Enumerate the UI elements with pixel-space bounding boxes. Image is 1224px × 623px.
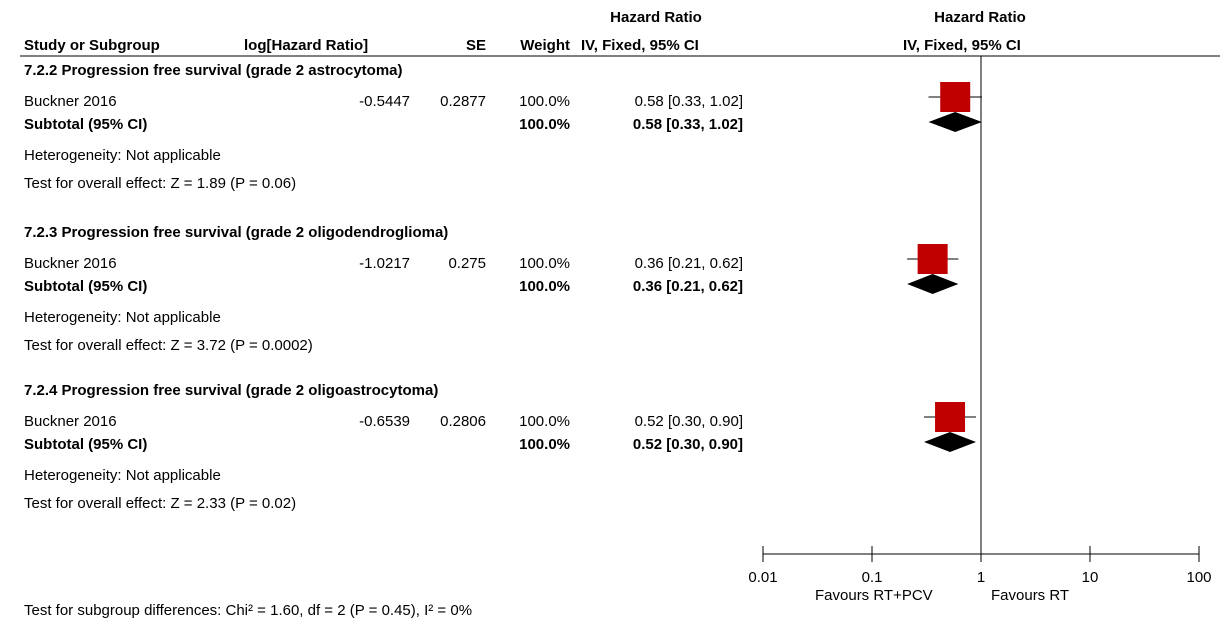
subgroup-title: 7.2.2 Progression free survival (grade 2… bbox=[24, 62, 403, 79]
subgroup-differences-text: Test for subgroup differences: Chi² = 1.… bbox=[24, 602, 473, 619]
favours-left-label: Favours RT+PCV bbox=[815, 587, 933, 604]
study-name: Buckner 2016 bbox=[24, 413, 117, 430]
x-axis-tick-label: 0.01 bbox=[748, 569, 777, 586]
study-name: Buckner 2016 bbox=[24, 255, 117, 272]
column-header-weight: Weight bbox=[520, 37, 570, 54]
overall-effect-text: Test for overall effect: Z = 3.72 (P = 0… bbox=[24, 337, 313, 354]
study-name: Buckner 2016 bbox=[24, 93, 117, 110]
x-axis-tick-label: 100 bbox=[1186, 569, 1211, 586]
subgroup-title: 7.2.4 Progression free survival (grade 2… bbox=[24, 382, 439, 399]
study-se: 0.275 bbox=[448, 255, 486, 272]
column-header-se: SE bbox=[465, 37, 486, 54]
study-ci: 0.58 [0.33, 1.02] bbox=[634, 93, 743, 110]
subtotal-label: Subtotal (95% CI) bbox=[24, 116, 148, 133]
x-axis-tick-label: 10 bbox=[1082, 569, 1099, 586]
study-loghr: -0.6539 bbox=[359, 413, 410, 430]
subtotal-label: Subtotal (95% CI) bbox=[24, 436, 148, 453]
study-ci: 0.52 [0.30, 0.90] bbox=[634, 413, 743, 430]
column-header-study: Study or Subgroup bbox=[24, 37, 160, 54]
subtotal-label: Subtotal (95% CI) bbox=[24, 278, 148, 295]
column-header-loghr: log[Hazard Ratio] bbox=[244, 37, 369, 54]
subtotal-diamond bbox=[907, 274, 959, 294]
subtotal-ci: 0.58 [0.33, 1.02] bbox=[632, 116, 743, 133]
study-loghr: -0.5447 bbox=[359, 93, 410, 110]
study-marker-square bbox=[917, 244, 948, 274]
column-header-method-right: IV, Fixed, 95% CI bbox=[903, 37, 1021, 54]
heterogeneity-text: Heterogeneity: Not applicable bbox=[24, 147, 221, 164]
heterogeneity-text: Heterogeneity: Not applicable bbox=[24, 309, 221, 326]
hazard-ratio-title-left: Hazard Ratio bbox=[610, 9, 702, 26]
x-axis-tick-label: 0.1 bbox=[862, 569, 883, 586]
study-loghr: -1.0217 bbox=[359, 255, 410, 272]
study-ci: 0.36 [0.21, 0.62] bbox=[634, 255, 743, 272]
hazard-ratio-title-right: Hazard Ratio bbox=[934, 9, 1026, 26]
overall-effect-text: Test for overall effect: Z = 1.89 (P = 0… bbox=[24, 175, 297, 192]
study-marker-square bbox=[935, 402, 966, 432]
heterogeneity-text: Heterogeneity: Not applicable bbox=[24, 467, 221, 484]
study-weight: 100.0% bbox=[519, 255, 570, 272]
favours-right-label: Favours RT bbox=[991, 587, 1070, 604]
subtotal-weight: 100.0% bbox=[519, 116, 570, 133]
subtotal-ci: 0.36 [0.21, 0.62] bbox=[632, 278, 743, 295]
subgroup-title: 7.2.3 Progression free survival (grade 2… bbox=[24, 224, 449, 241]
x-axis-tick-label: 1 bbox=[977, 569, 985, 586]
forest-plot-marks: 0.01 0.1 1 10 100 bbox=[748, 56, 1212, 586]
subtotal-diamond bbox=[924, 432, 977, 452]
subtotal-diamond bbox=[928, 112, 982, 132]
study-se: 0.2877 bbox=[440, 93, 486, 110]
study-marker-square bbox=[940, 82, 971, 112]
study-se: 0.2806 bbox=[440, 413, 486, 430]
subtotal-weight: 100.0% bbox=[519, 436, 570, 453]
subtotal-weight: 100.0% bbox=[519, 278, 570, 295]
study-weight: 100.0% bbox=[519, 93, 570, 110]
study-weight: 100.0% bbox=[519, 413, 570, 430]
overall-effect-text: Test for overall effect: Z = 2.33 (P = 0… bbox=[24, 495, 297, 512]
subtotal-ci: 0.52 [0.30, 0.90] bbox=[632, 436, 743, 453]
column-header-method-left: IV, Fixed, 95% CI bbox=[581, 37, 699, 54]
